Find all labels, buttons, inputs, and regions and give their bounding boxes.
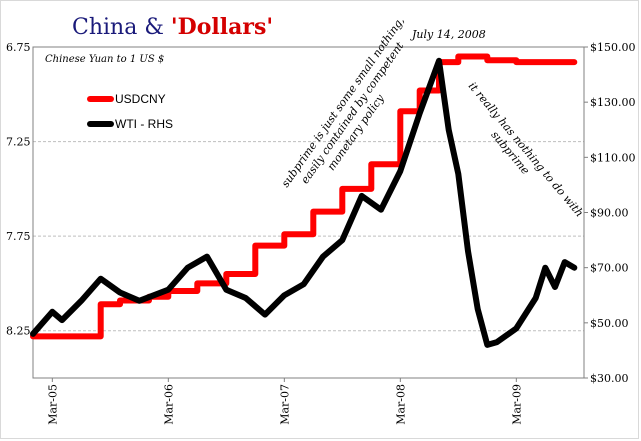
x-tick-label: Mar-08 [394, 384, 407, 425]
x-tick-label: Mar-09 [510, 384, 523, 425]
x-axis-ticks: Mar-05 Mar-06 Mar-07 Mar-08 Mar-09 [46, 378, 523, 425]
series-line-wti [30, 57, 578, 348]
right-tick-label: $30.00 [590, 372, 629, 385]
chart-title: China & 'Dollars' [72, 14, 273, 40]
left-axis-ticks: 6.75 7.25 7.75 8.25 [6, 41, 31, 338]
right-tick-label: $50.00 [590, 317, 629, 330]
annotation-right-line-1: it really has nothing to do with [466, 80, 586, 220]
series-layer [30, 53, 578, 348]
x-tick-label: Mar-06 [162, 384, 175, 425]
left-tick-label: 8.25 [6, 325, 31, 338]
left-tick-label: 7.25 [6, 136, 31, 149]
right-tick-label: $130.00 [590, 96, 636, 109]
chart-title-highlight: 'Dollars' [170, 14, 274, 40]
legend-label-usdcny: USDCNY [115, 92, 166, 106]
left-axis-label: Chinese Yuan to 1 US $ [45, 54, 164, 65]
series-line-usdcny [30, 53, 578, 340]
right-axis-ticks: $150.00 $130.00 $110.00 $90.00 $70.00 $50.00 $… [584, 41, 636, 385]
annotation-subprime-right: it really has nothing to do with subprim… [466, 80, 586, 220]
right-tick-label: $70.00 [590, 262, 629, 275]
x-tick-label: Mar-07 [278, 384, 291, 425]
left-tick-label: 6.75 [6, 41, 31, 54]
chart-title-prefix: China & [72, 15, 171, 40]
left-tick-label: 7.75 [6, 230, 31, 243]
annotation-date: July 14, 2008 [410, 28, 486, 41]
right-tick-label: $150.00 [590, 41, 636, 54]
x-tick-label: Mar-05 [46, 384, 59, 425]
right-tick-label: $90.00 [590, 207, 629, 220]
right-tick-label: $110.00 [590, 151, 636, 164]
legend-label-wti: WTI - RHS [115, 117, 173, 131]
